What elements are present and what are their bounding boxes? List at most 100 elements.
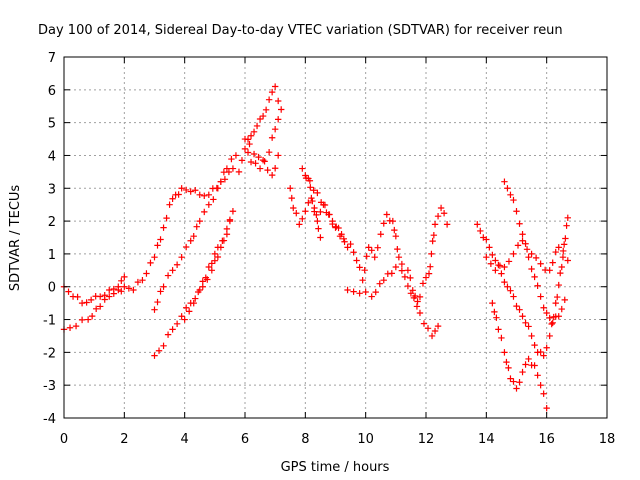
data-point-track-late-3	[507, 375, 514, 382]
data-point-track-after-peak	[309, 197, 316, 205]
data-point-track-peak	[255, 153, 262, 161]
data-point-track-late-1	[528, 332, 535, 340]
data-point-track-peak	[261, 158, 268, 165]
data-point-track-late-2	[504, 185, 511, 192]
data-point-track-mid	[392, 232, 400, 240]
data-point-track-late-3	[531, 362, 538, 369]
data-point-track-d	[160, 342, 167, 349]
data-point-track-mid	[350, 249, 357, 256]
data-point-track-a	[130, 286, 137, 294]
data-point-track-b	[106, 293, 113, 300]
data-point-track-a	[143, 270, 150, 277]
data-point-track-mid-low	[404, 267, 412, 274]
data-point-track-c	[178, 253, 185, 261]
data-point-track-e	[220, 237, 228, 244]
data-point-track-a	[121, 283, 128, 290]
data-point-track-c	[182, 243, 190, 251]
data-point-track-mid	[394, 245, 401, 253]
data-point-track-late-1	[477, 227, 484, 235]
data-point-track-mid-low	[434, 322, 442, 330]
data-point-track-late-1	[537, 348, 544, 356]
data-point-track-late-3	[503, 358, 510, 366]
data-point-track-late-1	[510, 293, 517, 300]
data-point-track-peak	[265, 96, 273, 103]
data-point-track-late-4	[564, 257, 571, 264]
data-point-track-late-1	[559, 253, 567, 261]
y-tick-label: -3	[43, 379, 56, 394]
data-point-track-mid	[347, 240, 354, 248]
data-point-track-mid	[413, 303, 421, 310]
x-tick-label: 10	[357, 432, 374, 447]
data-point-track-late-1	[474, 221, 481, 228]
data-point-track-d	[205, 263, 212, 271]
data-point-track-late-2	[543, 309, 550, 317]
data-point-track-late-2	[513, 208, 520, 215]
data-point-track-peak	[271, 83, 279, 90]
data-point-track-late-1	[543, 344, 550, 351]
data-point-track-a	[196, 191, 203, 199]
data-point-track-mid	[398, 260, 406, 268]
data-point-track-peak	[262, 106, 270, 114]
data-point-track-late-2	[558, 305, 565, 313]
data-point-track-late-4	[546, 267, 553, 274]
data-point-track-b	[118, 277, 125, 285]
data-point-track-mid	[361, 267, 368, 274]
data-point-track-peak	[241, 135, 249, 143]
data-point-track-a	[221, 176, 229, 183]
data-point-track-late-2	[555, 313, 562, 320]
data-point-track-a	[157, 236, 164, 243]
data-point-track-mid-low	[431, 327, 439, 335]
data-point-track-late-4	[537, 260, 544, 267]
data-point-track-mid	[401, 273, 409, 281]
data-point-track-a	[134, 278, 142, 286]
data-point-track-mid-low	[407, 274, 414, 282]
data-point-track-c	[190, 232, 197, 240]
data-point-track-late-3	[534, 372, 541, 379]
data-point-track-mid	[427, 263, 434, 270]
y-tick-label: 5	[48, 117, 56, 132]
x-tick-label: 2	[120, 432, 128, 447]
data-point-track-late-1	[558, 263, 565, 271]
data-point-track-mid	[429, 237, 436, 245]
data-point-track-d	[211, 250, 219, 258]
data-point-track-e	[217, 244, 225, 251]
data-point-track-after-peak	[299, 165, 306, 172]
data-point-track-c	[210, 196, 217, 203]
data-point-track-late-1	[522, 319, 529, 327]
data-point-track-mid-low	[368, 293, 375, 300]
data-point-track-mid	[391, 226, 398, 234]
data-point-track-mid-low	[376, 280, 383, 287]
data-point-track-c	[228, 155, 235, 163]
data-point-track-after-peak	[315, 225, 322, 232]
data-point-track-a	[178, 185, 185, 192]
data-point-track-peak	[271, 165, 279, 172]
data-point-track-late-1	[546, 332, 553, 340]
data-point-track-a	[83, 299, 90, 306]
data-point-track-late-1	[555, 281, 562, 289]
data-point-track-mid-low	[428, 332, 436, 340]
data-point-track-after-peak	[299, 215, 306, 222]
chart-title: Day 100 of 2014, Sidereal Day-to-day VTE…	[38, 23, 563, 38]
data-point-track-late-4	[501, 263, 508, 271]
data-point-track-late-1	[486, 244, 493, 251]
data-point-track-late-1	[492, 257, 499, 264]
data-point-track-mid	[365, 244, 372, 251]
data-point-track-late-4	[487, 260, 495, 267]
data-point-track-late-1	[548, 320, 555, 328]
data-point-track-a	[106, 286, 113, 294]
data-point-track-d	[164, 331, 172, 338]
data-point-track-mid-low	[388, 270, 396, 277]
x-tick-label: 4	[181, 432, 189, 447]
data-point-track-late-2	[561, 296, 568, 304]
data-point-track-a	[192, 187, 199, 194]
data-point-track-e	[195, 288, 202, 296]
data-point-track-mid	[428, 250, 435, 258]
data-point-track-late-2	[549, 319, 556, 327]
data-point-track-mid	[395, 253, 403, 261]
data-point-track-a	[151, 253, 158, 261]
data-point-track-c	[205, 201, 212, 208]
data-point-track-a	[78, 299, 86, 307]
data-point-track-peak	[256, 165, 264, 172]
data-point-track-b	[88, 312, 96, 320]
data-point-track-mid-low	[424, 325, 432, 332]
